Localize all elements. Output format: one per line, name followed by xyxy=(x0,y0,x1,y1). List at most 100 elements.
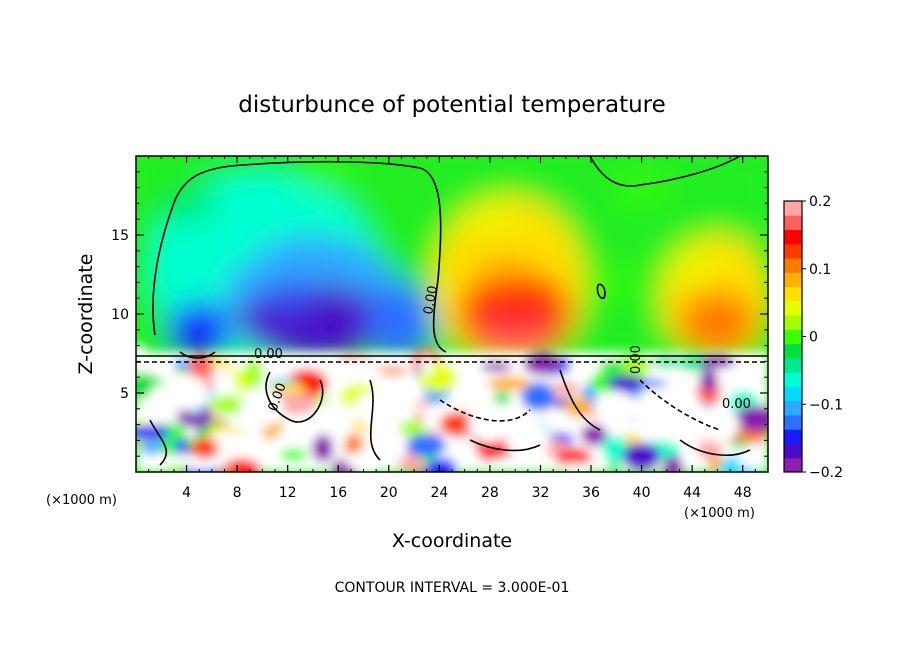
zero-contour-left xyxy=(152,160,447,353)
y-axis-label: Z-coordinate xyxy=(75,254,97,375)
saturated-core xyxy=(354,390,399,427)
colorbar-swatch xyxy=(784,243,802,259)
field-region xyxy=(156,183,217,224)
contour-lower-d xyxy=(439,399,531,422)
contour-lower-g xyxy=(149,419,167,466)
colorbar-swatch xyxy=(784,201,802,216)
y-tick-label: 10 xyxy=(111,307,129,323)
turbulence-patch xyxy=(208,395,249,415)
field-region xyxy=(169,317,230,358)
saturated-core xyxy=(467,406,512,443)
turbulence-patch xyxy=(139,441,166,454)
turbulence-patch xyxy=(274,392,317,415)
x-unit-label: (×1000 m) xyxy=(684,506,755,521)
turbulence-patch xyxy=(312,434,334,462)
field-region xyxy=(662,246,723,287)
colorbar-swatch xyxy=(784,315,802,330)
turbulence-patch xyxy=(244,358,264,389)
colorbar-swatch xyxy=(784,258,802,273)
field-region xyxy=(611,167,672,208)
colorbar-tick-label: 0 xyxy=(809,330,818,346)
contour-label: 0.00 xyxy=(722,397,751,412)
y-tick-label: 15 xyxy=(111,228,129,244)
turbulence-patch xyxy=(351,448,382,472)
field-region xyxy=(282,309,343,350)
field-region xyxy=(485,294,546,334)
field-region xyxy=(687,294,748,334)
turbulence-patch xyxy=(599,360,626,371)
field-region xyxy=(295,156,356,192)
contour-lines xyxy=(136,156,768,466)
turbulence-patch xyxy=(551,382,580,396)
x-tick-label: 20 xyxy=(380,485,398,501)
plot-area xyxy=(136,156,768,472)
contour-label: 0.00 xyxy=(421,285,441,316)
turbulence-patch xyxy=(439,411,477,437)
x-tick-label: 12 xyxy=(279,485,297,501)
turbulence-patch xyxy=(405,434,447,457)
saturated-core xyxy=(164,375,209,411)
turbulence-patch xyxy=(731,361,765,377)
zero-contour-right-top xyxy=(589,156,741,187)
turbulence-patch xyxy=(581,424,608,446)
contour-label: 0.00 xyxy=(629,345,644,374)
turbulence-patch xyxy=(347,369,388,384)
turbulence-patch xyxy=(699,354,736,369)
colorbar-swatch xyxy=(784,414,802,430)
contour-lower-a xyxy=(179,351,216,359)
turbulence-patch xyxy=(737,457,764,468)
field-region xyxy=(358,309,419,350)
contour-lower-b xyxy=(265,371,324,423)
turbulence-patch xyxy=(606,375,644,390)
chart-title: disturbunce of potential temperature xyxy=(238,92,666,118)
colorbar-tick-label: −0.1 xyxy=(809,397,843,413)
colorbar-swatch xyxy=(784,443,802,459)
turbulence-patch xyxy=(164,453,205,465)
saturated-core xyxy=(505,422,550,459)
colorbar-tick-label: −0.2 xyxy=(809,465,843,481)
contour-lower-i xyxy=(679,439,751,456)
colorbar-swatch xyxy=(784,386,802,402)
turbulence-patch xyxy=(416,404,452,417)
turbulence-patch xyxy=(554,447,592,466)
colorbar-swatch xyxy=(784,457,802,473)
turbulence-patch xyxy=(488,456,528,472)
upper-field xyxy=(136,156,768,370)
colorbar-tick-label: 0.1 xyxy=(809,262,831,278)
turbulence-patch xyxy=(174,438,188,455)
turbulence-patch xyxy=(487,376,531,391)
turbulence-patch xyxy=(214,370,235,400)
turbulence-patch xyxy=(420,414,445,429)
turbulence-patch xyxy=(425,458,457,472)
turbulence-patch xyxy=(190,438,219,459)
colorbar-swatch xyxy=(784,343,802,359)
colorbar-swatch xyxy=(784,215,802,231)
turbulence-patch xyxy=(136,376,165,387)
colorbar-swatch xyxy=(784,286,802,302)
turbulence-patch xyxy=(279,448,309,462)
turbulence-patch xyxy=(420,354,433,376)
contour-lower-e xyxy=(559,369,601,431)
turbulence-patch xyxy=(136,343,149,375)
colorbar-swatch xyxy=(784,429,802,444)
turbulence-patch xyxy=(523,352,562,375)
turbulence-patch xyxy=(559,463,593,472)
lower-field-blur xyxy=(136,343,768,472)
x-tick-label: 28 xyxy=(481,485,499,501)
turbulence-patch xyxy=(700,368,718,391)
lower-field xyxy=(136,343,768,472)
y-axis: 5 10 15 xyxy=(111,171,768,457)
turbulence-patch xyxy=(663,455,683,472)
contour-interval-note: CONTOUR INTERVAL = 3.000E-01 xyxy=(335,580,570,596)
turbulence-patch xyxy=(493,391,511,405)
turbulence-patch xyxy=(136,396,171,408)
saturated-core xyxy=(695,406,740,443)
turbulence-patch xyxy=(633,392,662,423)
contour-label: 0.00 xyxy=(254,347,283,362)
field-region xyxy=(586,262,647,303)
field-region xyxy=(459,199,520,240)
turbulence-patch xyxy=(521,382,556,411)
saturated-core xyxy=(594,390,639,427)
turbulence-patch xyxy=(136,410,152,422)
